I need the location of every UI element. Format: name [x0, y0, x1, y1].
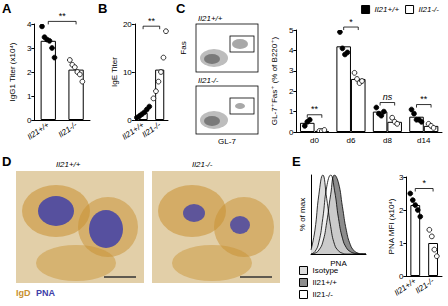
svg-text:*: *: [422, 178, 426, 188]
svg-text:2: 2: [399, 206, 404, 215]
svg-text:Fas: Fas: [179, 41, 188, 54]
svg-text:IgD: IgD: [16, 288, 31, 298]
svg-text:d6: d6: [347, 136, 356, 145]
svg-text:3: 3: [399, 173, 404, 182]
svg-text:1: 1: [399, 239, 404, 248]
svg-text:**: **: [420, 94, 428, 104]
svg-text:Il21+/+: Il21+/+: [56, 160, 81, 169]
svg-text:E: E: [292, 154, 301, 169]
svg-text:2: 2: [289, 87, 294, 96]
svg-text:Il21+/+: Il21+/+: [120, 120, 146, 142]
svg-text:GL-7⁺Fas⁺ (% of B220⁺): GL-7⁺Fas⁺ (% of B220⁺): [270, 37, 279, 126]
svg-text:Il21+/+: Il21+/+: [313, 278, 338, 287]
svg-text:4: 4: [289, 46, 294, 55]
svg-text:C: C: [176, 1, 186, 16]
svg-text:*: *: [349, 17, 353, 27]
svg-text:PNA MFI (x10⁴): PNA MFI (x10⁴): [387, 198, 396, 254]
svg-text:B: B: [98, 1, 107, 16]
svg-text:Il21+/+: Il21+/+: [392, 276, 418, 298]
svg-text:Il21+/+: Il21+/+: [26, 120, 51, 142]
svg-text:d14: d14: [417, 136, 431, 145]
svg-text:d0: d0: [310, 136, 319, 145]
svg-text:IgG1 Titer (x10⁴): IgG1 Titer (x10⁴): [8, 42, 17, 101]
svg-text:PNA: PNA: [36, 288, 56, 298]
svg-text:Il21+/+: Il21+/+: [198, 14, 223, 23]
svg-text:2: 2: [27, 68, 32, 77]
svg-text:**: **: [59, 11, 67, 21]
svg-text:Isotype: Isotype: [313, 266, 339, 275]
svg-text:20: 20: [123, 20, 132, 29]
svg-text:0: 0: [289, 128, 294, 137]
svg-text:IgE Titer: IgE Titer: [110, 57, 119, 87]
svg-text:PNA: PNA: [330, 258, 347, 268]
svg-text:Il21-/-: Il21-/-: [414, 276, 436, 295]
svg-text:3: 3: [27, 44, 32, 53]
svg-text:5: 5: [289, 26, 294, 35]
svg-text:**: **: [148, 16, 156, 26]
svg-text:**: **: [311, 104, 319, 114]
svg-text:3: 3: [289, 66, 294, 75]
svg-text:4: 4: [27, 20, 32, 29]
svg-text:GL-7: GL-7: [218, 137, 236, 146]
svg-text:Il21-/-: Il21-/-: [198, 76, 219, 85]
svg-text:Il21-/-: Il21-/-: [192, 160, 213, 169]
svg-text:d8: d8: [383, 136, 392, 145]
svg-text:Il21-/-: Il21-/-: [419, 5, 440, 14]
svg-text:1: 1: [27, 92, 32, 101]
svg-text:0: 0: [127, 116, 132, 125]
svg-text:10: 10: [123, 68, 132, 77]
svg-text:0: 0: [27, 116, 32, 125]
svg-text:Il21-/-: Il21-/-: [140, 120, 162, 139]
svg-text:Il21-/-: Il21-/-: [57, 120, 79, 139]
svg-text:1: 1: [289, 107, 294, 116]
svg-text:% of max: % of max: [298, 198, 307, 231]
svg-text:0: 0: [399, 272, 404, 281]
svg-text:Il21+/+: Il21+/+: [375, 5, 400, 14]
svg-text:D: D: [2, 154, 11, 169]
svg-text:A: A: [2, 1, 12, 16]
svg-text:Il21-/-: Il21-/-: [313, 290, 334, 299]
svg-text:ns: ns: [383, 92, 393, 102]
